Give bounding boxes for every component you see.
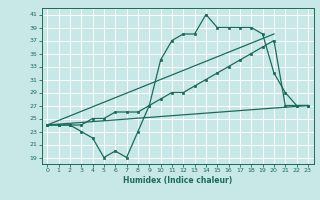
X-axis label: Humidex (Indice chaleur): Humidex (Indice chaleur) — [123, 176, 232, 185]
